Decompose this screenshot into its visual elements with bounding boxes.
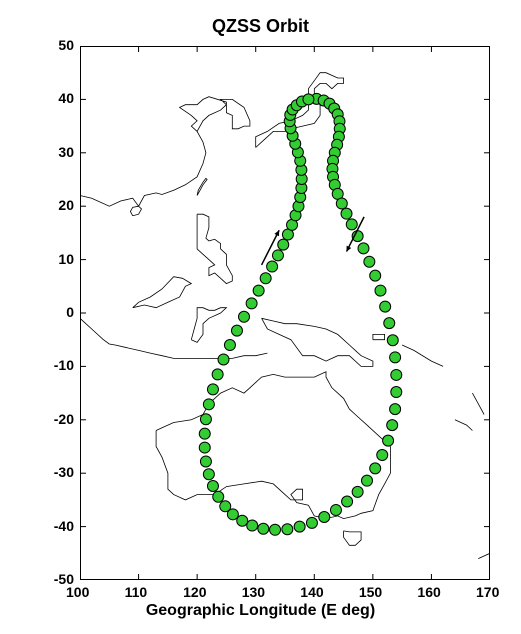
orbit-point [267,261,278,272]
orbit-point [213,491,224,502]
orbit-point [253,285,264,296]
y-tick-label: -10 [54,357,74,373]
y-tick-label: -30 [54,464,74,480]
orbit-point [203,399,214,410]
orbit-point [375,285,386,296]
orbit-point [387,420,398,431]
orbit-point [370,270,381,281]
orbit-point [391,387,402,398]
orbit-point [237,515,248,526]
orbit-point [303,94,314,105]
orbit-point [384,318,395,329]
orbit-point [199,428,210,439]
orbit-point [207,384,218,395]
chart-title: QZSS Orbit [0,16,521,37]
orbit-point [391,369,402,380]
orbit-point [330,505,341,516]
orbit-point [239,311,250,322]
orbit-point [364,256,375,267]
orbit-point [272,250,283,261]
figure: QZSS Orbit Geographic Latitude (N deg) G… [0,0,521,634]
orbit-point [246,298,257,309]
orbit-point [387,335,398,346]
orbit-point [341,208,352,219]
orbit-point [224,340,235,351]
orbit-point [218,354,229,365]
orbit-point [294,521,305,532]
orbit-point [200,456,211,467]
orbit-point [282,524,293,535]
plot-area [80,46,490,580]
x-tick-label: 120 [183,584,206,600]
y-tick-label: -50 [54,571,74,587]
y-tick-label: 0 [66,304,74,320]
orbit-point [200,414,211,425]
orbit-point [352,486,363,497]
y-tick-label: 40 [58,90,74,106]
orbit-point [377,450,388,461]
x-tick-label: 140 [300,584,323,600]
x-axis-label: Geographic Longitude (E deg) [0,602,521,620]
y-tick-label: -20 [54,411,74,427]
orbit-point [319,511,330,522]
orbit-point [220,501,231,512]
orbit-point [260,273,271,284]
orbit-point [207,481,218,492]
orbit-point [203,469,214,480]
orbit-point [199,442,210,453]
orbit-point [358,243,369,254]
x-tick-label: 170 [476,584,499,600]
y-tick-label: 20 [58,197,74,213]
orbit-point [380,301,391,312]
orbit-point [336,198,347,209]
orbit-point [342,496,353,507]
x-tick-label: 130 [242,584,265,600]
orbit-point [270,524,281,535]
orbit-point [383,435,394,446]
orbit-point [278,239,289,250]
orbit-point [370,463,381,474]
orbit-point [231,325,242,336]
orbit-point [247,520,258,531]
x-tick-label: 150 [359,584,382,600]
orbit-point [346,219,357,230]
orbit-point [390,352,401,363]
orbit-point [362,475,373,486]
orbit-point [390,404,401,415]
y-tick-label: -40 [54,518,74,534]
y-tick-label: 30 [58,144,74,160]
y-tick-label: 50 [58,37,74,53]
orbit-point [258,523,269,534]
orbit-point [212,369,223,380]
orbit-point [306,517,317,528]
y-tick-label: 10 [58,251,74,267]
x-tick-label: 110 [125,584,148,600]
x-tick-label: 160 [417,584,440,600]
